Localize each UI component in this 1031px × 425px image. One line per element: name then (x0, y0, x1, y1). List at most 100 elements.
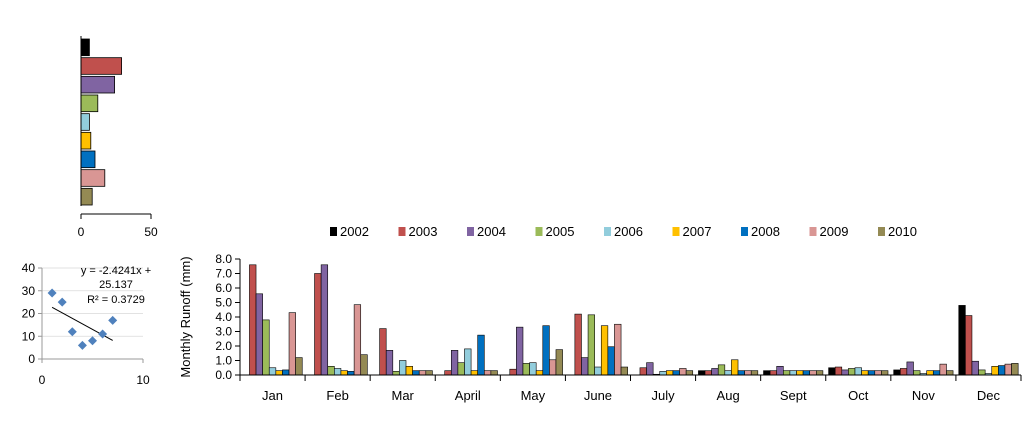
runoff-bar-2006-June (594, 366, 602, 376)
runoff-bar-2002-Aug (698, 370, 706, 376)
runoff-bar-2004-April (450, 350, 459, 376)
runoff-bar-2004-Sept (776, 365, 784, 376)
runoff-bar-2005-Sept (783, 370, 791, 376)
legend-swatch-2009 (809, 227, 817, 236)
runoff-bar-2008-May (542, 325, 550, 376)
runoff-bar-2005-June (587, 314, 595, 376)
runoff-y-tick-label: 4.0 (215, 310, 232, 324)
horizontal-bar-chart: 0 50 (78, 36, 158, 239)
runoff-bar-2003-Jan (249, 264, 257, 376)
legend-label-2010: 2010 (888, 224, 917, 239)
runoff-x-tick-label: Mar (392, 388, 415, 403)
runoff-bar-2009-Mar (418, 370, 427, 376)
runoff-bar-2010-May (555, 349, 563, 376)
runoff-bar-2009-May (549, 359, 557, 376)
runoff-bar-2010-April (490, 370, 498, 376)
runoff-bar-2005-April (457, 362, 465, 376)
scatter-x-tick-label: 0 (39, 373, 46, 387)
legend-label-2008: 2008 (751, 224, 780, 239)
runoff-bar-2008-April (477, 334, 485, 376)
runoff-bar-2004-Nov (906, 361, 914, 376)
runoff-bar-2008-July (672, 370, 680, 376)
scatter-y-tick-label: 40 (22, 261, 36, 275)
runoff-bar-2010-Oct (881, 370, 889, 376)
runoff-bar-2009-July (679, 368, 687, 376)
runoff-bar-2007-June (600, 325, 609, 376)
scatter-point (88, 336, 97, 346)
runoff-bar-2004-Oct (841, 369, 849, 376)
runoff-bar-2009-Nov (939, 363, 947, 376)
runoff-y-axis-label: Monthly Runoff (mm) (178, 256, 193, 377)
runoff-x-tick-label: Dec (977, 388, 1001, 403)
runoff-bar-2010-July (685, 370, 694, 376)
runoff-bar-2008-Dec (998, 365, 1006, 376)
hbar-2008 (80, 150, 96, 169)
runoff-bar-2009-Sept (809, 370, 817, 376)
runoff-bar-2010-June (620, 366, 628, 376)
runoff-y-tick-label: 3.0 (215, 325, 232, 339)
runoff-bar-2009-Jan (288, 312, 296, 376)
runoff-bar-2004-Jan (255, 293, 263, 376)
runoff-bar-2007-May (535, 370, 544, 376)
runoff-bar-2009-Feb (353, 304, 362, 376)
runoff-y-tick-label: 0.0 (215, 368, 232, 382)
legend-label-2005: 2005 (546, 224, 575, 239)
runoff-bar-2009-Oct (874, 370, 882, 376)
scatter-y-tick-label: 0 (28, 352, 35, 366)
hbar-x-tick-label: 0 (78, 225, 85, 239)
runoff-bar-2008-Nov (932, 370, 941, 376)
hbar-2006 (80, 113, 90, 131)
runoff-bar-2010-Feb (360, 354, 368, 376)
runoff-bar-2003-Sept (769, 370, 778, 376)
runoff-bar-2003-May (509, 368, 517, 376)
runoff-bar-2003-Oct (834, 366, 843, 376)
trendline-equation: y = -2.4241x + (81, 265, 151, 277)
runoff-bar-2003-July (639, 367, 647, 376)
runoff-bar-2002-Dec (958, 305, 966, 376)
runoff-bar-2008-Aug (737, 370, 745, 376)
scatter-y-tick-label: 20 (22, 307, 36, 321)
runoff-bar-2007-Mar (405, 365, 413, 376)
runoff-bar-2005-Nov (913, 370, 921, 376)
runoff-bar-2009-June (614, 323, 622, 376)
scatter-point (98, 329, 108, 339)
runoff-bar-2006-Jan (268, 367, 277, 376)
hbar-x-tick-label: 50 (144, 225, 158, 239)
runoff-x-tick-label: Nov (912, 388, 936, 403)
scatter-point (57, 297, 67, 307)
runoff-bar-2006-April (464, 348, 472, 376)
runoff-bar-2010-Mar (425, 370, 433, 376)
runoff-bar-2006-Sept (789, 370, 797, 376)
runoff-bar-2003-Aug (704, 370, 712, 376)
legend-label-2002: 2002 (340, 224, 369, 239)
runoff-bar-2008-June (607, 346, 615, 376)
runoff-bar-2007-Feb (340, 370, 348, 376)
runoff-bar-2005-Jan (262, 319, 270, 376)
runoff-bar-2009-Dec (1004, 363, 1012, 376)
legend-label-2007: 2007 (683, 224, 712, 239)
runoff-bar-2008-Sept (802, 370, 811, 376)
legend-label-2009: 2009 (820, 224, 849, 239)
legend-label-2003: 2003 (409, 224, 438, 239)
runoff-bar-2006-Aug (724, 370, 732, 376)
runoff-x-tick-label: June (584, 388, 612, 403)
runoff-y-tick-label: 6.0 (215, 281, 232, 295)
runoff-bar-2010-Dec (1011, 363, 1019, 376)
runoff-y-tick-label: 8.0 (215, 252, 232, 266)
runoff-x-tick-label: Oct (848, 388, 869, 403)
legend-swatch-2002 (330, 227, 337, 236)
scatter-point (108, 315, 118, 325)
runoff-bar-2007-April (470, 370, 478, 376)
runoff-y-tick-label: 5.0 (215, 296, 232, 310)
legend-swatch-2004 (467, 227, 474, 236)
runoff-bar-2003-June (574, 313, 582, 376)
runoff-bar-2010-Jan (295, 357, 303, 376)
legend-swatch-2008 (741, 227, 748, 236)
runoff-bar-2006-Feb (334, 368, 342, 376)
hbar-2003 (80, 57, 122, 75)
trendline-equation: R² = 0.3729 (87, 294, 145, 306)
runoff-bar-2002-Sept (763, 370, 771, 376)
runoff-bar-2006-Mar (399, 360, 407, 376)
runoff-bar-2008-Oct (867, 370, 876, 376)
